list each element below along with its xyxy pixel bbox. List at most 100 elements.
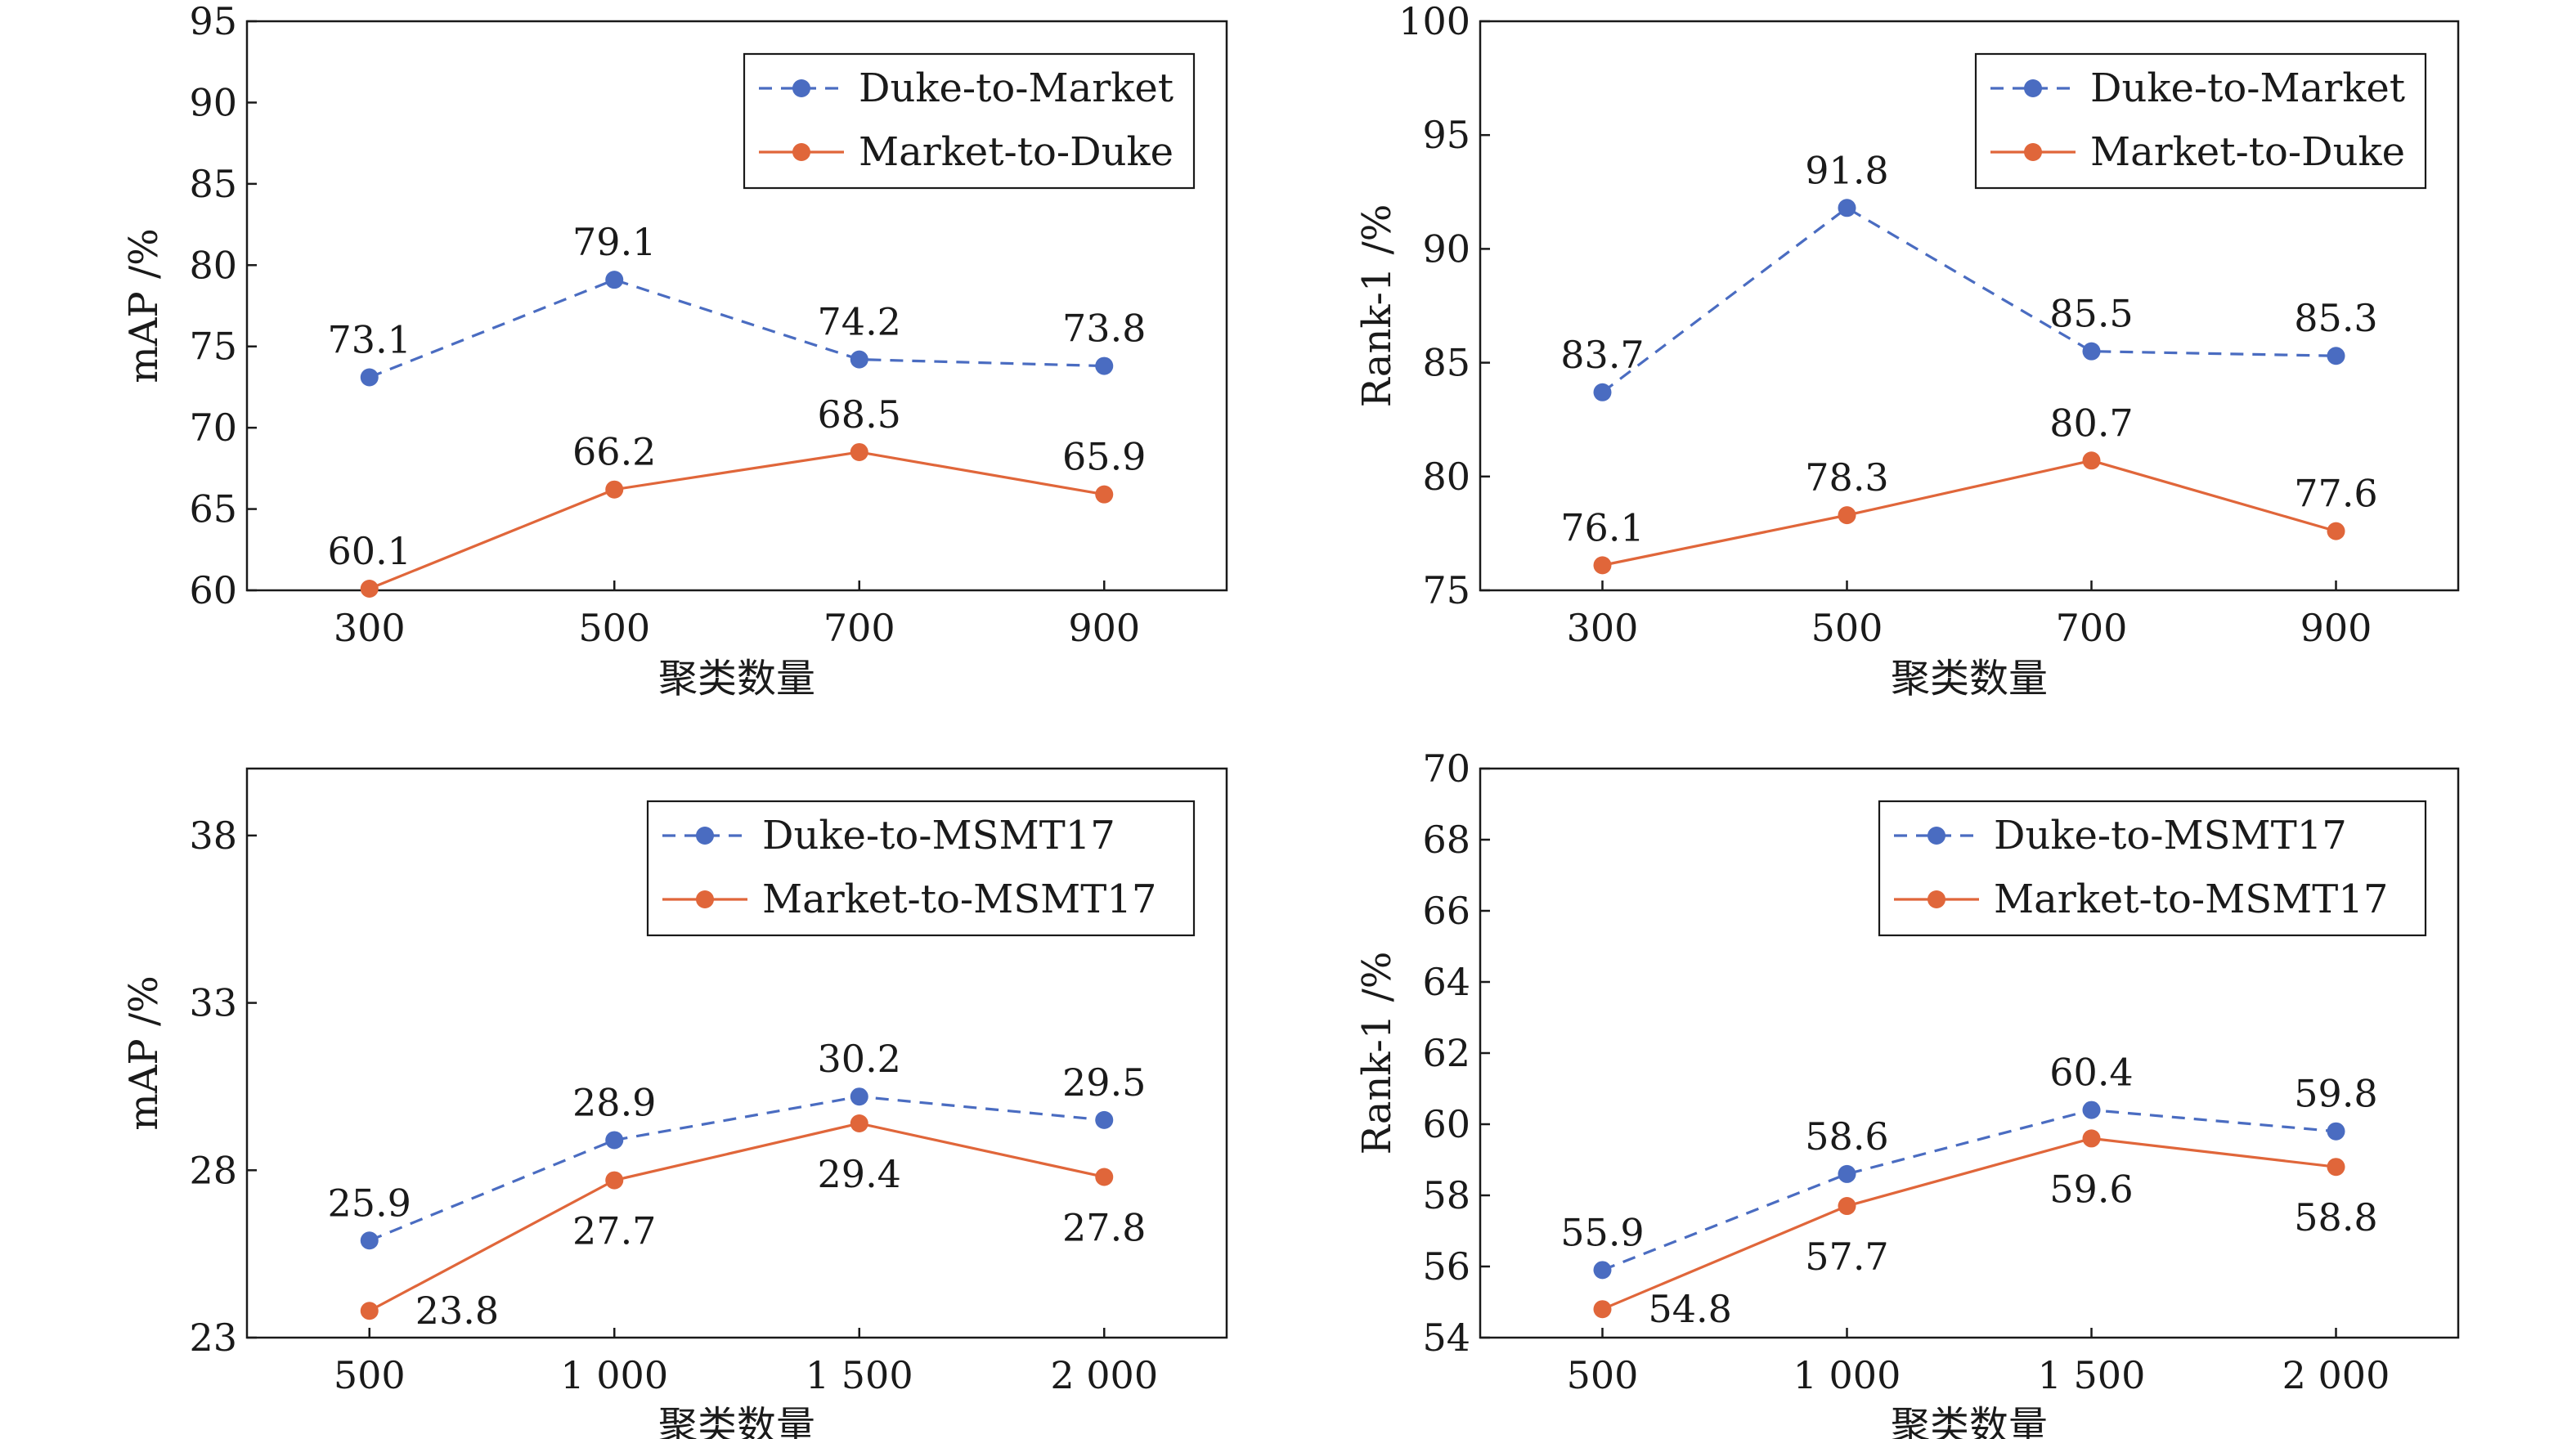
legend-swatch-marker bbox=[1928, 827, 1945, 845]
y-tick-label: 100 bbox=[1398, 0, 1470, 43]
y-tick-label: 33 bbox=[189, 981, 237, 1025]
legend-label: Duke-to-Market bbox=[859, 65, 1174, 111]
data-label: 77.6 bbox=[2294, 472, 2377, 516]
x-tick-label: 700 bbox=[824, 606, 895, 650]
data-point bbox=[850, 1114, 868, 1132]
legend-box bbox=[1974, 52, 2427, 190]
legend-label: Market-to-MSMT17 bbox=[1994, 876, 2388, 922]
data-label: 85.5 bbox=[2049, 292, 2133, 336]
series-line-blue bbox=[1601, 206, 2336, 394]
legend-swatch-marker bbox=[792, 143, 810, 161]
y-axis-label: Rank-1 /% bbox=[1354, 204, 1400, 408]
legend: Duke-to-Market Market-to-Duke bbox=[1974, 52, 2427, 190]
data-point bbox=[1095, 1168, 1114, 1186]
x-tick-label: 500 bbox=[578, 606, 650, 650]
y-tick-label: 75 bbox=[1422, 568, 1470, 612]
series-line-orange bbox=[1602, 459, 2336, 567]
data-point bbox=[605, 271, 624, 289]
data-label: 80.7 bbox=[2049, 401, 2133, 445]
chart-panel-4: 54 56 58 60 62 64 66 68 70 500 1 000 1 500 2 000 聚类数量… bbox=[1354, 746, 2460, 1439]
y-tick-label: 65 bbox=[189, 487, 237, 531]
y-tick-label: 64 bbox=[1422, 960, 1470, 1004]
x-tick-label: 1 000 bbox=[560, 1353, 668, 1397]
data-label: 59.6 bbox=[2049, 1167, 2133, 1211]
legend-swatch-marker bbox=[2024, 143, 2042, 161]
y-axis-label: Rank-1 /% bbox=[1354, 952, 1400, 1155]
x-tick-label: 2 000 bbox=[2282, 1353, 2390, 1397]
data-point bbox=[1593, 1300, 1612, 1319]
y-tick-label: 70 bbox=[1422, 746, 1470, 791]
data-point bbox=[1095, 1110, 1114, 1129]
data-point bbox=[2327, 1158, 2345, 1177]
data-label: 79.1 bbox=[572, 220, 656, 264]
data-label: 27.7 bbox=[572, 1209, 656, 1253]
data-label: 74.2 bbox=[818, 300, 901, 344]
data-label: 28.9 bbox=[572, 1080, 656, 1124]
y-tick-label: 23 bbox=[189, 1316, 237, 1360]
legend-box bbox=[1878, 800, 2427, 937]
y-tick-label: 68 bbox=[1422, 818, 1470, 862]
data-point bbox=[2327, 347, 2345, 365]
legend-label: Duke-to-Market bbox=[2090, 65, 2405, 111]
y-tick-label: 80 bbox=[1422, 455, 1470, 499]
data-point bbox=[605, 1131, 624, 1150]
data-point bbox=[1838, 199, 1856, 217]
data-point bbox=[2082, 342, 2101, 361]
y-tick-label: 95 bbox=[1422, 113, 1470, 157]
data-point bbox=[2082, 1101, 2101, 1119]
data-point bbox=[360, 580, 379, 598]
x-tick-label: 500 bbox=[1811, 606, 1883, 650]
x-tick-label: 900 bbox=[2300, 606, 2372, 650]
data-label: 55.9 bbox=[1560, 1210, 1644, 1254]
chart-panel-2: 75 80 85 90 95 100 300 500 700 900 聚类数量 Rank-1 /% 83… bbox=[1354, 0, 2460, 702]
data-point bbox=[2327, 1122, 2345, 1141]
data-point bbox=[1593, 383, 1612, 401]
data-label: 91.8 bbox=[1805, 148, 1888, 192]
data-label: 57.7 bbox=[1805, 1235, 1888, 1279]
legend-label: Market-to-Duke bbox=[859, 129, 1174, 175]
x-tick-label: 500 bbox=[1567, 1353, 1639, 1397]
data-point bbox=[1838, 1197, 1856, 1216]
y-tick-label: 85 bbox=[189, 162, 237, 206]
data-label: 66.2 bbox=[572, 430, 656, 474]
data-label: 65.9 bbox=[1062, 435, 1146, 479]
x-axis-label: 聚类数量 bbox=[658, 1403, 815, 1439]
legend: Duke-to-MSMT17 Market-to-MSMT17 bbox=[646, 800, 1196, 937]
legend-label: Duke-to-MSMT17 bbox=[762, 813, 1115, 858]
chart-panel-3: 23 28 33 38 500 1 000 1 500 2 000 聚类数量 mAP /% 25.9… bbox=[121, 767, 1228, 1439]
y-tick-label: 95 bbox=[189, 0, 237, 43]
x-tick-label: 300 bbox=[334, 606, 406, 650]
series-line-orange bbox=[369, 451, 1105, 590]
data-point bbox=[360, 1231, 379, 1250]
legend-swatch-marker bbox=[1928, 890, 1945, 908]
data-point bbox=[360, 368, 379, 387]
data-point bbox=[1838, 506, 1856, 525]
data-point bbox=[1593, 556, 1612, 575]
chart-panel-1: 60 65 70 75 80 85 90 95 300 500 700 900 聚类数量 mAP /% 73… bbox=[121, 0, 1228, 702]
data-point bbox=[2082, 451, 2101, 470]
data-label: 60.1 bbox=[328, 529, 411, 573]
data-label: 27.8 bbox=[1062, 1205, 1146, 1249]
data-label: 73.8 bbox=[1062, 307, 1146, 351]
legend-swatch-marker bbox=[696, 827, 714, 845]
legend-label: Market-to-Duke bbox=[2090, 129, 2405, 175]
y-tick-label: 60 bbox=[1422, 1102, 1470, 1146]
y-tick-label: 70 bbox=[189, 406, 237, 450]
data-point bbox=[850, 1087, 868, 1106]
x-tick-label: 700 bbox=[2056, 606, 2128, 650]
y-tick-label: 66 bbox=[1422, 889, 1470, 933]
legend: Duke-to-MSMT17 Market-to-MSMT17 bbox=[1878, 800, 2427, 937]
x-axis-label: 聚类数量 bbox=[1891, 1403, 2048, 1439]
y-tick-label: 56 bbox=[1422, 1244, 1470, 1289]
y-axis-label: mAP /% bbox=[121, 975, 167, 1131]
x-axis-label: 聚类数量 bbox=[658, 656, 815, 702]
y-axis-label: mAP /% bbox=[121, 228, 167, 383]
data-point bbox=[2082, 1129, 2101, 1148]
data-label: 60.4 bbox=[2049, 1051, 2133, 1095]
data-label: 85.3 bbox=[2294, 296, 2377, 340]
x-tick-label: 900 bbox=[1068, 606, 1140, 650]
data-label: 58.6 bbox=[1805, 1114, 1888, 1159]
y-tick-label: 80 bbox=[189, 243, 237, 287]
data-label: 76.1 bbox=[1560, 505, 1644, 549]
data-label: 58.8 bbox=[2294, 1195, 2377, 1240]
